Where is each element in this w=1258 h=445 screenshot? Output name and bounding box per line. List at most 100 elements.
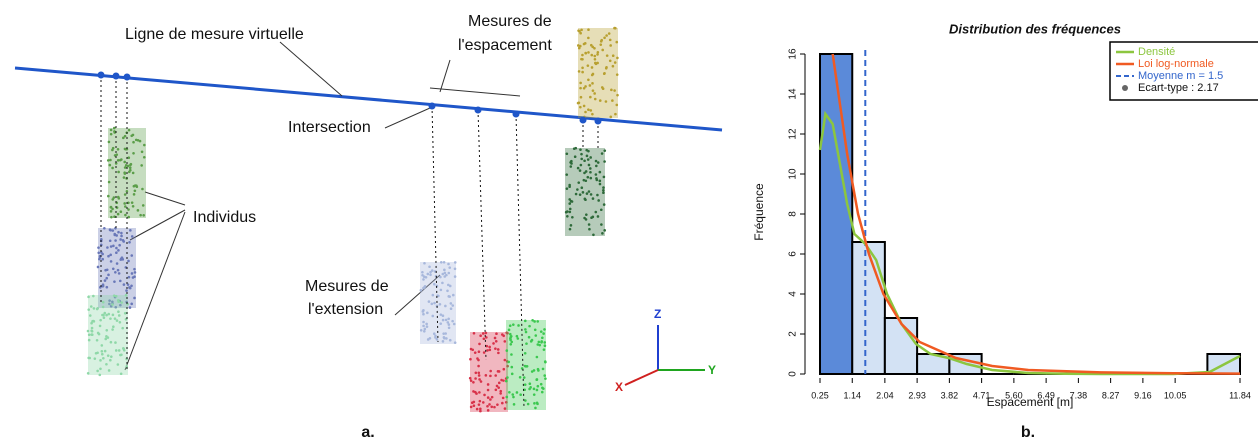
cloud-point: [599, 40, 603, 43]
cloud-point: [482, 337, 486, 341]
cloud-point: [524, 328, 527, 331]
cloud-point: [532, 387, 536, 391]
cloud-point: [109, 228, 112, 232]
cloud-point: [109, 128, 113, 132]
cloud-point: [608, 59, 612, 63]
cloud-point: [434, 336, 437, 339]
bar: [851, 241, 886, 375]
cloud-point: [589, 176, 593, 180]
panel-label: b.: [1021, 424, 1035, 441]
cloud-point: [589, 193, 593, 196]
cloud-point: [122, 348, 126, 352]
leader: [384, 107, 431, 129]
cloud-point: [598, 179, 602, 183]
cloud-point: [590, 216, 593, 219]
cloud-point: [142, 155, 146, 159]
cloud-point: [488, 348, 492, 352]
cloud-point: [578, 44, 582, 48]
intersection-point: [594, 117, 602, 125]
cloud-point: [116, 363, 120, 366]
point-cloud: [506, 320, 546, 410]
cloud-point: [512, 403, 516, 406]
cloud-point: [99, 318, 102, 322]
cloud-point: [602, 191, 605, 195]
cloud-point: [451, 304, 455, 307]
cloud-point: [105, 268, 109, 272]
cloud-point: [532, 393, 536, 396]
y-tick-label: 6: [788, 251, 799, 257]
cloud-point: [587, 36, 590, 40]
cloud-point: [106, 159, 110, 162]
cloud-point: [512, 395, 515, 399]
cloud-point: [130, 302, 134, 306]
point-cloud: [88, 295, 128, 375]
legend-label: Ecart-type : 2.17: [1138, 82, 1219, 94]
cloud-point: [445, 273, 448, 277]
cloud-point: [107, 369, 111, 372]
y-tick-label: 0: [788, 371, 799, 377]
cloud-point: [108, 302, 111, 306]
cloud-point: [422, 278, 425, 281]
cloud-point: [576, 166, 580, 170]
x-tick-label: 10.05: [1164, 390, 1187, 400]
cloud-point: [122, 283, 126, 286]
cloud-point: [111, 207, 114, 211]
cloud-point: [589, 109, 593, 112]
cloud-point: [579, 95, 583, 99]
cloud-point: [101, 283, 105, 287]
cloud-point: [580, 57, 583, 61]
cloud-point: [435, 338, 439, 341]
cloud-point: [509, 332, 512, 336]
cloud-point: [105, 335, 108, 338]
cloud-point: [611, 99, 614, 102]
cloud-point: [497, 351, 500, 355]
cloud-point: [446, 283, 450, 287]
cloud-point: [544, 377, 547, 380]
cloud-point: [448, 295, 451, 298]
cloud-point: [510, 365, 514, 369]
cloud-point: [574, 192, 578, 196]
cloud-point: [499, 392, 502, 395]
cloud-point: [594, 159, 598, 163]
cloud-point: [502, 367, 506, 371]
cloud-point: [485, 344, 489, 348]
y-tick-label: 10: [788, 168, 799, 180]
cloud-point: [109, 132, 113, 136]
cloud-point: [128, 286, 132, 290]
cloud-point: [95, 338, 99, 342]
cloud-point: [543, 341, 547, 344]
cloud-point: [123, 134, 127, 138]
cloud-point: [88, 356, 92, 360]
cloud-point: [497, 381, 501, 385]
cloud-point: [109, 260, 113, 263]
cloud-point: [123, 202, 126, 205]
cloud-point: [536, 343, 540, 346]
cloud-point: [445, 337, 448, 340]
cloud-point: [584, 110, 587, 114]
cloud-point: [594, 173, 598, 176]
cloud-point: [605, 54, 609, 57]
cloud-point: [488, 403, 491, 406]
leader: [144, 191, 186, 206]
cloud-point: [523, 383, 527, 386]
cloud-point: [472, 390, 475, 393]
cloud-point: [583, 197, 587, 201]
cloud-point: [123, 171, 126, 174]
cloud-point: [125, 289, 128, 292]
y-tick-label: 2: [788, 331, 799, 337]
cloud-point: [447, 262, 450, 266]
cloud-point: [475, 392, 478, 395]
cloud-point: [133, 275, 136, 279]
cloud-point: [490, 405, 494, 409]
cloud-point: [542, 332, 545, 335]
cloud-point: [100, 238, 103, 241]
axis-label: X: [615, 380, 623, 394]
cloud-point: [523, 388, 526, 392]
cloud-point: [565, 187, 569, 190]
cloud-point: [607, 32, 611, 35]
cloud-point: [123, 312, 127, 315]
cloud-point: [479, 409, 482, 413]
cloud-point: [119, 210, 123, 214]
cloud-point: [92, 294, 95, 298]
leader: [129, 209, 186, 241]
